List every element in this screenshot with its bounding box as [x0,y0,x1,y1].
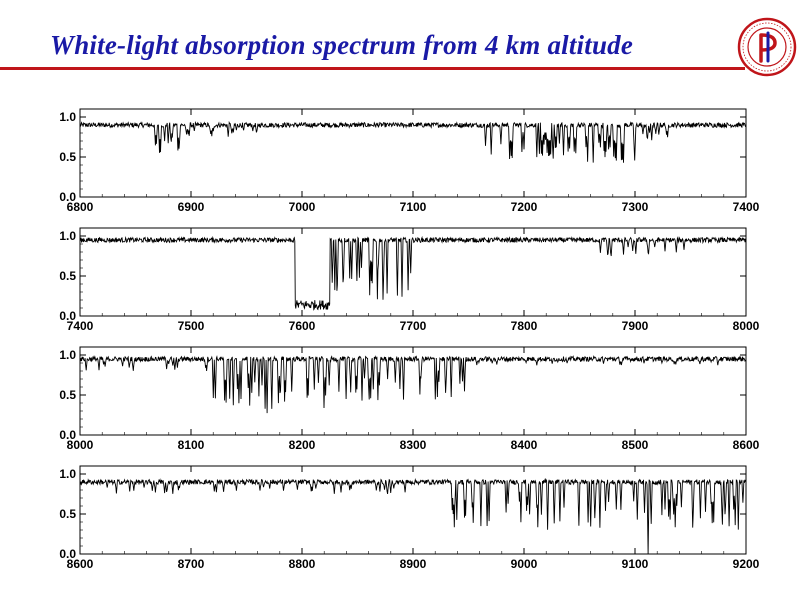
y-tick-label: 0.0 [59,428,76,442]
x-tick-label: 8600 [67,557,94,571]
y-tick-label: 1.0 [59,110,76,124]
y-tick-label: 0.0 [59,309,76,323]
x-tick-label: 7300 [622,200,649,214]
spectrum-panel-1: 6800 6900 7000 7100 7200 7300 7400 0.0 0.5 1.0 [59,108,760,214]
x-tick-label: 6900 [178,200,205,214]
x-tick-label: 7600 [289,319,316,333]
x-tick-label: 9200 [733,557,760,571]
x-tick-label: 7900 [622,319,649,333]
x-tick-label: 8200 [289,438,316,452]
x-tick-label: 7200 [511,200,538,214]
plot-frame [79,108,747,198]
x-tick-label: 8600 [733,438,760,452]
y-tick-label: 0.0 [59,547,76,561]
x-tick-label: 7800 [511,319,538,333]
spectrum-panel-2: 7400 7500 7600 7700 7800 7900 8000 0.0 0.5 1.0 [59,227,760,333]
y-tick-label: 1.0 [59,348,76,362]
x-tick-label: 7500 [178,319,205,333]
spectrum-trace [79,120,747,163]
y-tick-label: 0.5 [59,269,76,283]
x-tick-label: 7000 [289,200,316,214]
spectrum-panel-3: 8000 8100 8200 8300 8400 8500 8600 0.0 0.5 1.0 [59,346,760,452]
title-rule [0,67,745,70]
x-tick-label: 8000 [67,438,94,452]
x-tick-label: 8400 [511,438,538,452]
y-tick-label: 1.0 [59,467,76,481]
x-tick-label: 7400 [67,319,94,333]
slide-title: White-light absorption spectrum from 4 k… [50,30,634,60]
spectrum-trace [79,354,747,414]
y-tick-label: 0.5 [59,388,76,402]
spectrum-trace [79,477,747,555]
y-tick-label: 0.5 [59,507,76,521]
x-tick-label: 8800 [289,557,316,571]
y-tick-label: 0.5 [59,150,76,164]
x-tick-label: 7400 [733,200,760,214]
x-tick-label: 8300 [400,438,427,452]
institute-seal-icon [737,17,797,77]
spectrum-panel-4: 8600 8700 8800 8900 9000 9100 9200 0.0 0.5 1.0 [59,465,760,571]
plot-frame [79,465,747,555]
x-tick-label: 7700 [400,319,427,333]
x-tick-label: 8700 [178,557,205,571]
x-tick-label: 8000 [733,319,760,333]
x-tick-label: 9100 [622,557,649,571]
x-tick-label: 8900 [400,557,427,571]
spectrum-trace [79,235,747,311]
x-tick-label: 6800 [67,200,94,214]
y-tick-label: 0.0 [59,190,76,204]
x-tick-label: 8100 [178,438,205,452]
y-tick-label: 1.0 [59,229,76,243]
x-tick-label: 9000 [511,557,538,571]
x-tick-label: 7100 [400,200,427,214]
x-tick-label: 8500 [622,438,649,452]
